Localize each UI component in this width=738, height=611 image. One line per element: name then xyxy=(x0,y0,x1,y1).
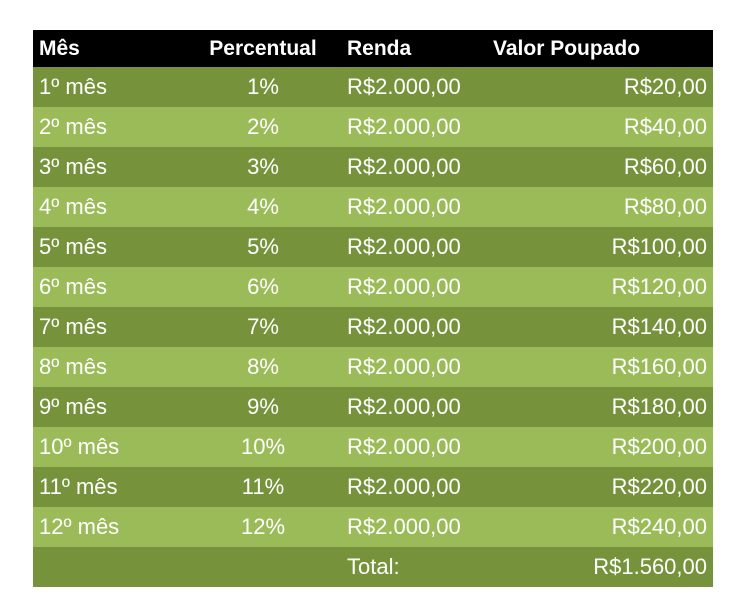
income-cell: R$2.000,00 xyxy=(347,114,461,139)
percent-cell: 3% xyxy=(247,154,279,179)
percent-cell: 6% xyxy=(247,274,279,299)
table-row: 9º mês 9% R$2.000,00 R$180,00 xyxy=(33,387,713,427)
income-cell: R$2.000,00 xyxy=(347,74,461,99)
income-cell: R$2.000,00 xyxy=(347,194,461,219)
saved-cell: R$220,00 xyxy=(611,474,707,499)
month-cell: 8º mês xyxy=(39,354,107,379)
month-cell: 3º mês xyxy=(39,154,107,179)
table-row: 7º mês 7% R$2.000,00 R$140,00 xyxy=(33,307,713,347)
table-body: 1º mês 1% R$2.000,00 R$20,00 2º mês 2% R$2.000… xyxy=(33,67,713,547)
month-cell: 2º mês xyxy=(39,114,107,139)
saved-cell: R$20,00 xyxy=(623,74,707,99)
month-cell: 7º mês xyxy=(39,314,107,339)
month-cell: 10º mês xyxy=(39,434,120,459)
saved-cell: R$140,00 xyxy=(611,314,707,339)
header-income: Renda xyxy=(347,36,412,60)
income-cell: R$2.000,00 xyxy=(347,274,461,299)
month-cell: 1º mês xyxy=(39,74,107,99)
saved-cell: R$200,00 xyxy=(611,434,707,459)
table-total-row: Total: R$1.560,00 xyxy=(33,547,713,587)
month-cell: 4º mês xyxy=(39,194,107,219)
percent-cell: 4% xyxy=(247,194,279,219)
month-cell: 6º mês xyxy=(39,274,107,299)
header-month: Mês xyxy=(39,36,80,60)
table-row: 3º mês 3% R$2.000,00 R$60,00 xyxy=(33,147,713,187)
month-cell: 9º mês xyxy=(39,394,107,419)
percent-cell: 8% xyxy=(247,354,279,379)
saved-cell: R$40,00 xyxy=(623,114,707,139)
percent-cell: 9% xyxy=(247,394,279,419)
saved-cell: R$100,00 xyxy=(611,234,707,259)
month-cell: 11º mês xyxy=(39,474,118,499)
saved-cell: R$80,00 xyxy=(623,194,707,219)
income-cell: R$2.000,00 xyxy=(347,314,461,339)
table-row: 5º mês 5% R$2.000,00 R$100,00 xyxy=(33,227,713,267)
saved-cell: R$240,00 xyxy=(611,514,707,539)
saved-cell: R$60,00 xyxy=(623,154,707,179)
header-percent: Percentual xyxy=(209,36,317,60)
month-cell: 12º mês xyxy=(39,514,120,539)
total-label: Total: xyxy=(347,554,400,579)
percent-cell: 2% xyxy=(247,114,279,139)
table-row: 6º mês 6% R$2.000,00 R$120,00 xyxy=(33,267,713,307)
saved-cell: R$120,00 xyxy=(611,274,707,299)
percent-cell: 7% xyxy=(247,314,279,339)
month-cell: 5º mês xyxy=(39,234,107,259)
income-cell: R$2.000,00 xyxy=(347,434,461,459)
income-cell: R$2.000,00 xyxy=(347,154,461,179)
table-row: 12º mês 12% R$2.000,00 R$240,00 xyxy=(33,507,713,547)
table-row: 2º mês 2% R$2.000,00 R$40,00 xyxy=(33,107,713,147)
table-row: 4º mês 4% R$2.000,00 R$80,00 xyxy=(33,187,713,227)
percent-cell: 1% xyxy=(247,74,279,99)
percent-cell: 11% xyxy=(241,474,285,499)
table-header-row: Mês Percentual Renda Valor Poupado xyxy=(33,30,713,67)
percent-cell: 5% xyxy=(247,234,279,259)
table-row: 11º mês 11% R$2.000,00 R$220,00 xyxy=(33,467,713,507)
saved-cell: R$160,00 xyxy=(611,354,707,379)
table-row: 8º mês 8% R$2.000,00 R$160,00 xyxy=(33,347,713,387)
table-row: 10º mês 10% R$2.000,00 R$200,00 xyxy=(33,427,713,467)
income-cell: R$2.000,00 xyxy=(347,354,461,379)
header-saved: Valor Poupado xyxy=(493,36,641,60)
income-cell: R$2.000,00 xyxy=(347,394,461,419)
income-cell: R$2.000,00 xyxy=(347,234,461,259)
total-value: R$1.560,00 xyxy=(593,554,707,579)
saved-cell: R$180,00 xyxy=(611,394,707,419)
percent-cell: 12% xyxy=(240,514,286,539)
income-cell: R$2.000,00 xyxy=(347,514,461,539)
percent-cell: 10% xyxy=(240,434,286,459)
savings-table: Mês Percentual Renda Valor Poupado 1º mê… xyxy=(33,30,713,587)
table-row: 1º mês 1% R$2.000,00 R$20,00 xyxy=(33,67,713,107)
income-cell: R$2.000,00 xyxy=(347,474,461,499)
